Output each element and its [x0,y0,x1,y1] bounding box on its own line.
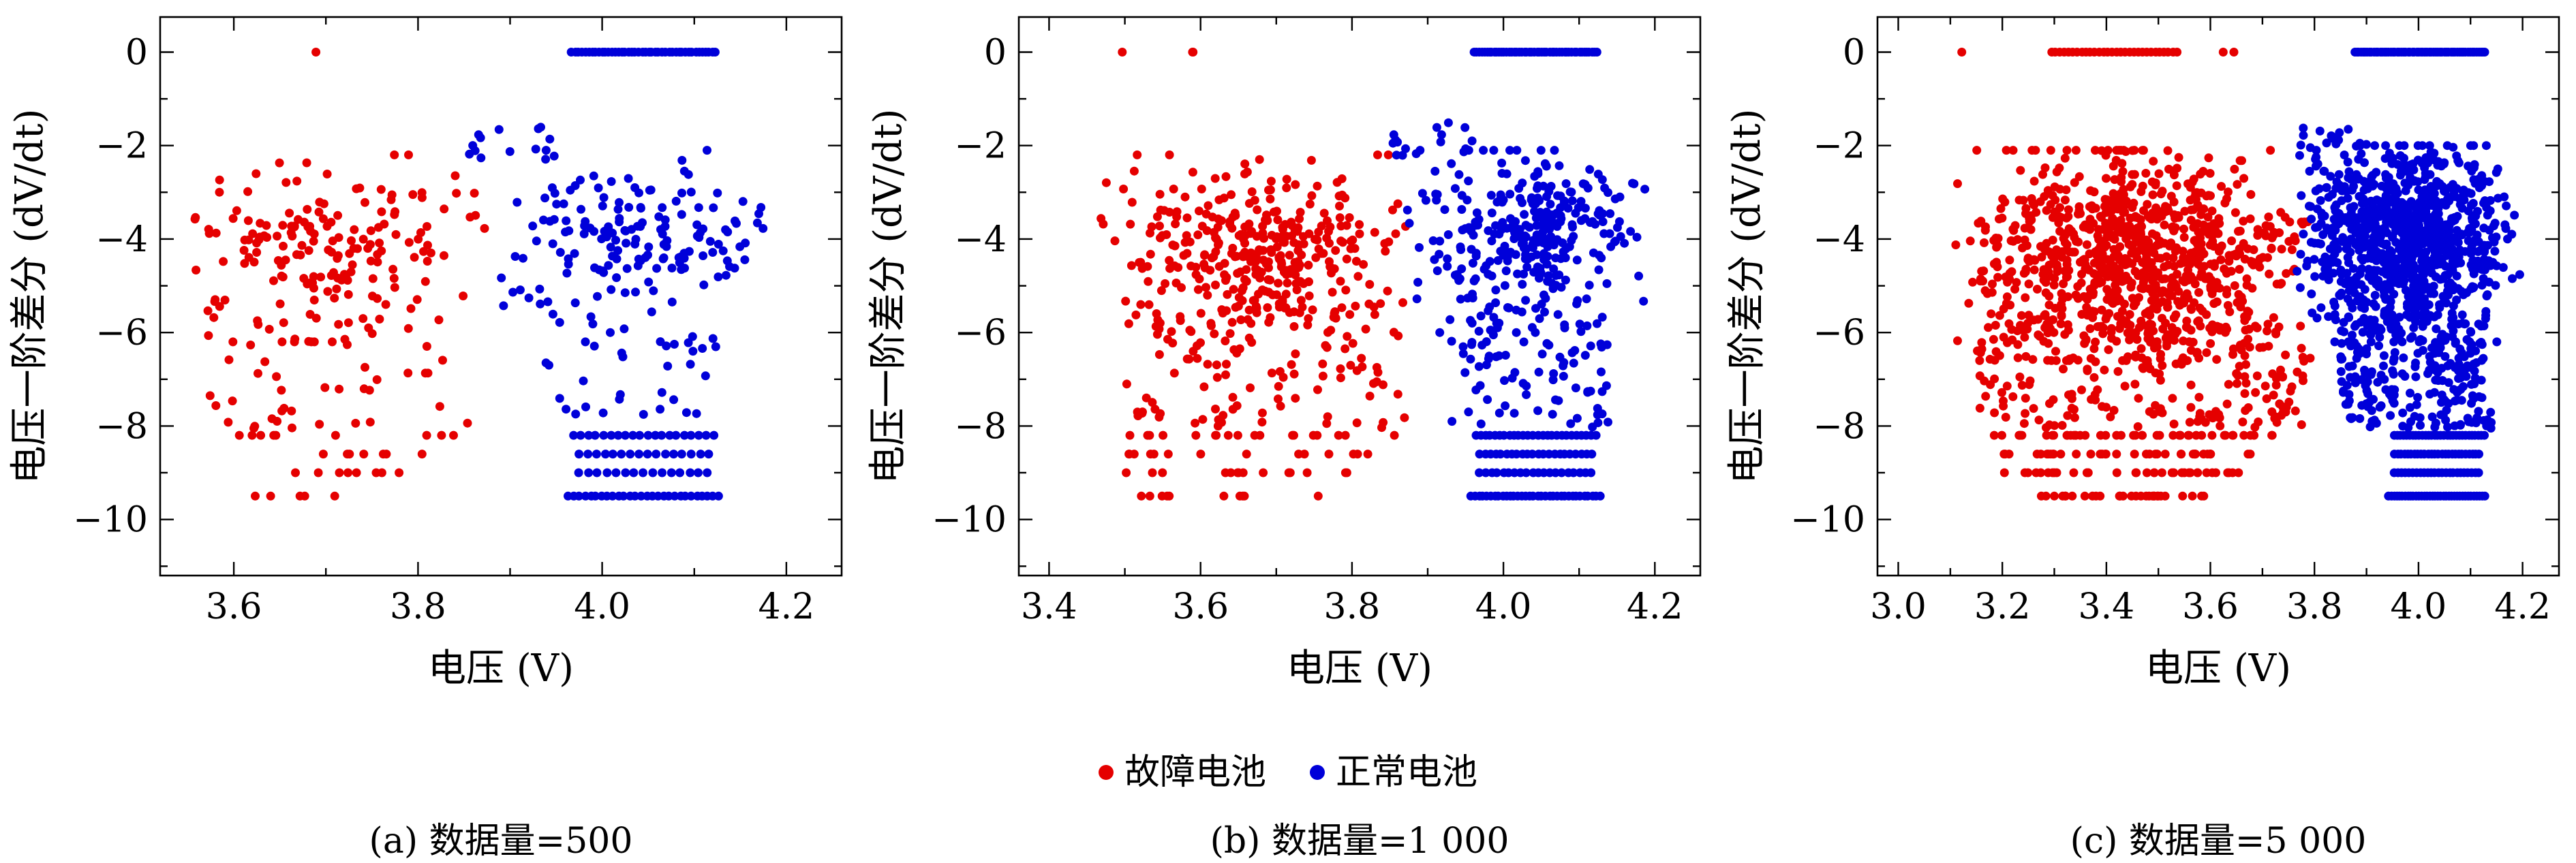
y-axis-label: 电压一阶差分 (dV/dt) [1725,108,1769,484]
y-tick-labels: 0 −2 −4 −6 −8 −10 [932,33,1007,541]
svg-text:4.2: 4.2 [758,586,815,627]
captions-row: (a) 数据量=500 (b) 数据量=1 000 (c) 数据量=5 000 [0,812,2576,863]
svg-text:0: 0 [984,33,1007,74]
caption-a: (a) 数据量=500 [369,821,633,862]
series-points [2293,48,2524,501]
svg-text:0: 0 [1843,33,1865,74]
svg-text:3.6: 3.6 [2182,586,2239,627]
series-points [1388,48,1650,501]
x-tick-labels: 3.6 3.8 4.0 4.2 [206,586,815,627]
fault-dot-icon [1098,765,1114,780]
svg-text:3.6: 3.6 [206,586,262,627]
axis-ticks [1019,17,1700,576]
svg-text:3.6: 3.6 [1172,586,1229,627]
x-axis-label: 电压 (V) [428,646,574,691]
series-points [465,48,768,501]
y-tick-labels: 0 −2 −4 −6 −8 −10 [73,33,148,541]
y-axis-label: 电压一阶差分 (dV/dt) [866,108,910,484]
svg-text:−8: −8 [954,406,1007,447]
chart-block-a: 3.6 3.8 4.0 4.2 0 −2 −4 −6 −8 −10 电压 (V) 电压一阶差分 (dV… [0,0,859,702]
svg-text:−8: −8 [95,406,148,447]
svg-text:3.2: 3.2 [1974,586,2031,627]
legend-item-normal: 正常电池 [1310,755,1477,790]
svg-text:−6: −6 [95,313,148,354]
svg-text:3.8: 3.8 [390,586,446,627]
svg-text:−2: −2 [1813,126,1865,167]
series-points [1097,48,1410,501]
svg-text:−6: −6 [1813,313,1865,354]
svg-text:−4: −4 [954,219,1007,260]
svg-text:0: 0 [125,33,148,74]
legend-label-fault: 故障电池 [1124,752,1266,793]
plot-frame [159,16,843,577]
chart-block-b: 3.4 3.6 3.8 4.0 4.2 0 −2 −4 −6 −8 −10 电压 (V) 电压一阶差分 … [859,0,1717,702]
scatter-plot-a: 3.6 3.8 4.0 4.2 0 −2 −4 −6 −8 −10 电压 (V) 电压一阶差分 (dV… [7,16,843,691]
svg-text:4.0: 4.0 [2391,586,2447,627]
svg-text:4.0: 4.0 [1475,586,1532,627]
svg-text:−6: −6 [954,313,1007,354]
svg-text:−8: −8 [1813,406,1865,447]
svg-text:3.4: 3.4 [2079,586,2135,627]
y-axis-label: 电压一阶差分 (dV/dt) [7,108,52,484]
normal-dot-icon [1310,765,1325,780]
x-axis-label: 电压 (V) [1287,646,1432,691]
caption-b: (b) 数据量=1 000 [1210,821,1509,862]
svg-text:4.2: 4.2 [2494,586,2551,627]
svg-text:−10: −10 [932,500,1007,541]
chart-block-c: 3.0 3.2 3.4 3.6 3.8 4.0 4.2 0 −2 −4 −6 −8 −10 电压 (V) 电… [1717,0,2576,702]
svg-text:−4: −4 [1813,219,1865,260]
svg-text:3.0: 3.0 [1870,586,1927,627]
plot-frame [1017,16,1702,577]
svg-text:−10: −10 [73,500,148,541]
svg-text:−10: −10 [1790,500,1865,541]
svg-text:3.8: 3.8 [1324,586,1381,627]
legend-item-fault: 故障电池 [1098,752,1266,793]
legend-label-normal: 正常电池 [1336,752,1478,793]
caption-c: (c) 数据量=5 000 [2070,821,2367,862]
svg-text:4.2: 4.2 [1627,586,1683,627]
x-axis-label: 电压 (V) [2145,646,2291,691]
svg-text:4.0: 4.0 [574,586,630,627]
legend: 故障电池 正常电池 [0,755,2576,790]
y-tick-labels: 0 −2 −4 −6 −8 −10 [1790,33,1865,541]
svg-text:3.8: 3.8 [2286,586,2343,627]
svg-text:3.4: 3.4 [1021,586,1077,627]
svg-text:−2: −2 [954,126,1007,167]
axis-ticks [1877,17,2559,576]
scatter-plot-b: 3.4 3.6 3.8 4.0 4.2 0 −2 −4 −6 −8 −10 电压 (V) 电压一阶差分 … [866,16,1702,691]
svg-text:−4: −4 [95,219,148,260]
series-points [1951,48,2315,501]
axis-ticks [160,17,842,576]
scatter-plot-c: 3.0 3.2 3.4 3.6 3.8 4.0 4.2 0 −2 −4 −6 −8 −10 电压 (V) 电… [1725,16,2560,691]
x-tick-labels: 3.4 3.6 3.8 4.0 4.2 [1021,586,1683,627]
svg-text:−2: −2 [95,126,148,167]
charts-row: 3.6 3.8 4.0 4.2 0 −2 −4 −6 −8 −10 电压 (V) 电压一阶差分 (dV… [0,0,2576,702]
plot-frame [1876,16,2560,577]
x-tick-labels: 3.0 3.2 3.4 3.6 3.8 4.0 4.2 [1870,586,2551,627]
series-points [190,48,489,501]
